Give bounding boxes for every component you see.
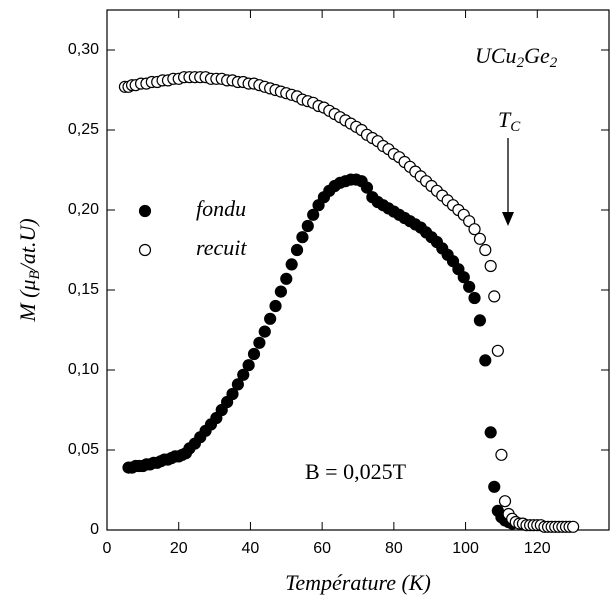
y-tick-label: 0,25: [68, 121, 99, 138]
point: [484, 426, 497, 439]
x-tick-label: 80: [385, 540, 403, 557]
y-tick-label: 0,15: [68, 281, 99, 298]
point: [484, 259, 497, 273]
point: [488, 480, 501, 493]
y-axis-label: M (μB/at.U): [15, 218, 43, 322]
x-tick-label: 40: [242, 540, 260, 557]
x-tick-label: 120: [524, 540, 551, 557]
point: [237, 368, 250, 381]
point: [479, 243, 492, 257]
point: [285, 258, 298, 271]
field-label: B = 0,025T: [305, 459, 407, 484]
x-tick-label: 0: [103, 540, 112, 557]
point: [360, 181, 374, 194]
point: [473, 314, 487, 327]
point: [269, 299, 282, 313]
point: [264, 312, 277, 325]
point: [307, 208, 320, 221]
point: [468, 291, 481, 305]
point: [567, 520, 580, 533]
point: [280, 272, 293, 285]
x-tick-label: 60: [313, 540, 331, 557]
point: [468, 223, 481, 236]
point: [226, 387, 239, 401]
point: [488, 290, 501, 303]
legend-label: fondu: [196, 196, 246, 221]
point: [473, 232, 487, 245]
compound-label: UCu2Ge2: [475, 43, 558, 71]
point: [463, 280, 476, 293]
x-tick-label: 100: [452, 540, 479, 557]
point: [231, 378, 244, 391]
point: [498, 495, 512, 508]
plot-frame: [106, 9, 610, 531]
legend-marker: [138, 204, 152, 218]
y-tick-label: 0: [90, 521, 99, 538]
x-axis-label: Température (K): [285, 570, 431, 595]
point: [301, 219, 314, 233]
point: [491, 344, 504, 357]
legend-label: recuit: [196, 235, 247, 260]
point: [290, 243, 304, 257]
y-tick-label: 0,30: [68, 41, 99, 58]
y-tick-label: 0,10: [68, 361, 99, 378]
point: [495, 448, 508, 461]
y-tick-label: 0,05: [68, 441, 99, 458]
legend-marker: [138, 243, 152, 257]
point: [274, 285, 288, 298]
point: [479, 354, 492, 367]
point: [247, 347, 261, 361]
x-tick-label: 20: [170, 540, 188, 557]
arrow-head: [502, 212, 514, 226]
point: [457, 271, 470, 284]
point: [242, 359, 255, 372]
point: [253, 336, 266, 349]
point: [296, 231, 309, 244]
tc-label: TC: [498, 107, 521, 135]
point: [258, 325, 271, 338]
y-tick-label: 0,20: [68, 201, 99, 218]
